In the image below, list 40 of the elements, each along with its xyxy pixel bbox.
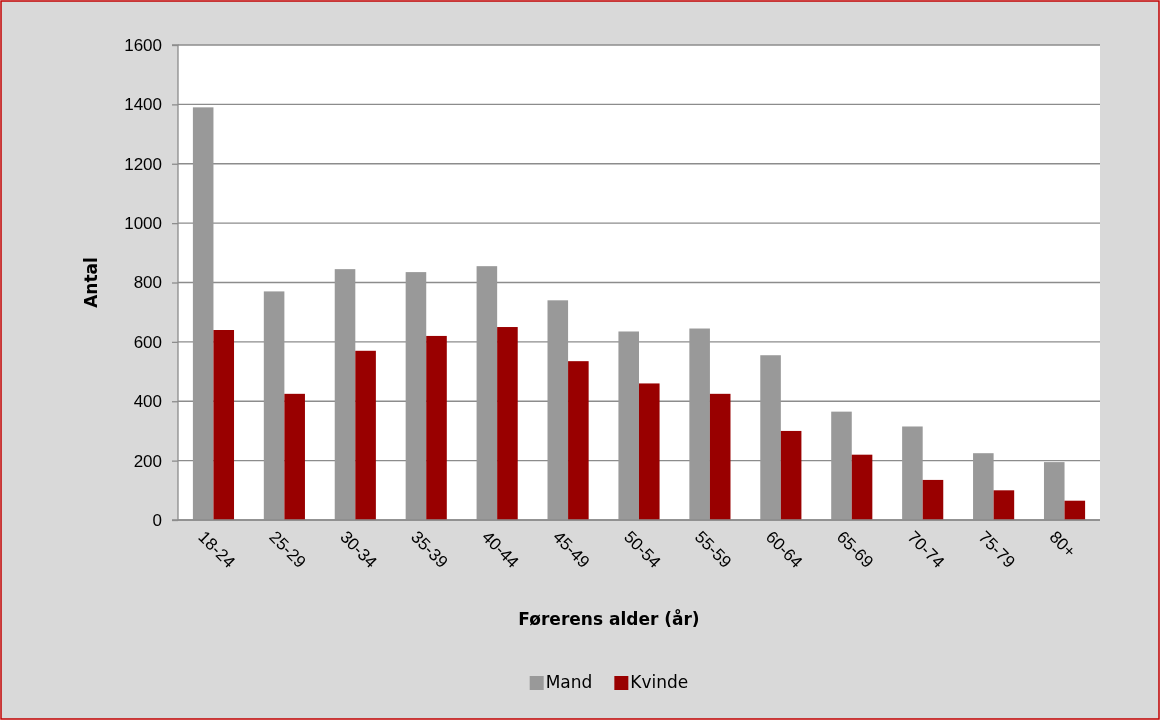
bar — [426, 335, 447, 520]
bar — [284, 393, 305, 520]
y-axis-title: Antal — [81, 257, 101, 308]
y-tick-label: 1600 — [124, 35, 162, 55]
x-axis-title: Førerens alder (år) — [518, 608, 700, 629]
bar — [709, 393, 731, 520]
bar — [1043, 462, 1065, 520]
bar — [902, 426, 923, 520]
bar — [213, 330, 235, 520]
bar — [334, 269, 356, 520]
bar — [192, 107, 214, 520]
y-tick-label: 800 — [133, 273, 162, 293]
y-tick-label: 0 — [152, 510, 162, 530]
bar — [547, 300, 569, 520]
y-tick-label: 400 — [133, 392, 162, 412]
bar — [760, 355, 781, 520]
bar — [831, 411, 852, 520]
bar — [922, 479, 944, 520]
x-tick-label: 80+ — [1045, 527, 1080, 562]
bar — [476, 266, 498, 520]
bar — [689, 328, 710, 520]
bar — [568, 361, 589, 520]
bar — [618, 331, 639, 520]
bar — [405, 272, 427, 520]
bar — [639, 383, 660, 520]
legend-label: Mand — [545, 672, 593, 692]
bar — [780, 430, 802, 520]
y-tick-label: 1000 — [124, 214, 162, 234]
bar — [497, 327, 518, 520]
y-tick-label: 200 — [133, 451, 162, 471]
y-tick-label: 1400 — [124, 95, 162, 115]
bar — [355, 350, 376, 520]
bar — [1064, 500, 1086, 520]
bar — [263, 291, 285, 520]
y-tick-label: 600 — [133, 332, 162, 352]
bar — [851, 454, 873, 520]
legend-label: Kvinde — [630, 672, 689, 692]
bar — [973, 453, 994, 520]
y-tick-label: 1200 — [124, 154, 162, 174]
bar — [993, 490, 1015, 520]
